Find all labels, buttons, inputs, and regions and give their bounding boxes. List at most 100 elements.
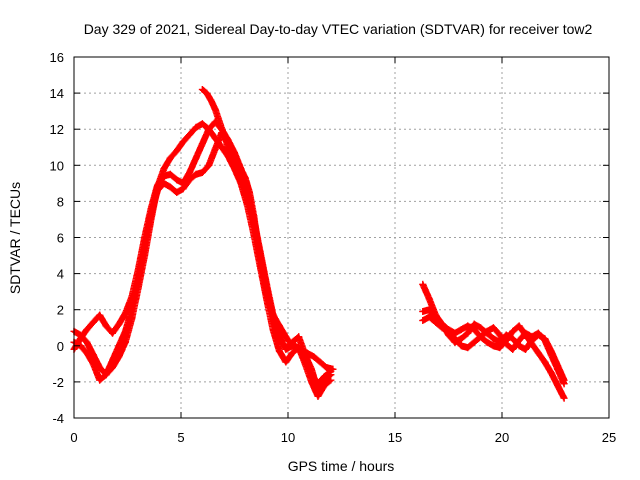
data-point — [89, 318, 97, 326]
data-point — [282, 345, 290, 353]
data-point — [102, 322, 110, 330]
data-point — [186, 176, 194, 184]
y-tick-label: 10 — [50, 158, 64, 173]
data-point — [211, 105, 219, 113]
y-tick-label: 2 — [57, 303, 64, 318]
data-point — [464, 344, 472, 352]
data-point — [160, 165, 168, 173]
data-point — [263, 289, 271, 297]
data-point — [560, 394, 568, 402]
data-point — [147, 210, 155, 218]
data-point — [425, 306, 433, 314]
data-point — [192, 123, 200, 131]
data-point — [541, 358, 549, 366]
data-point — [457, 326, 465, 334]
data-point — [96, 376, 104, 384]
data-point — [457, 335, 465, 343]
data-point — [179, 185, 187, 193]
chart-title: Day 329 of 2021, Sidereal Day-to-day VTE… — [84, 21, 593, 37]
data-point — [534, 349, 542, 357]
data-point — [502, 340, 510, 348]
data-point — [522, 345, 530, 353]
data-point — [241, 174, 249, 182]
data-point — [166, 170, 174, 178]
x-tick-label: 20 — [495, 430, 509, 445]
data-point — [258, 268, 266, 276]
data-point — [489, 324, 497, 332]
data-point — [275, 333, 283, 341]
data-point — [425, 295, 433, 303]
data-point — [464, 329, 472, 337]
data-point — [509, 327, 517, 335]
data-point — [528, 333, 536, 341]
data-point — [329, 365, 337, 373]
data-point — [509, 335, 517, 343]
data-point — [216, 118, 224, 126]
data-point — [160, 172, 168, 180]
data-point — [160, 179, 168, 187]
data-point — [179, 138, 187, 146]
series-trace-3 — [70, 129, 335, 400]
data-point — [288, 349, 296, 357]
data-point — [237, 165, 245, 173]
data-point — [134, 277, 142, 285]
data-point — [231, 165, 238, 173]
y-tick-label: 8 — [57, 194, 64, 209]
data-point — [515, 336, 523, 344]
data-point — [477, 333, 485, 341]
data-point — [207, 96, 215, 104]
y-tick-label: 14 — [50, 86, 64, 101]
data-point — [228, 150, 236, 158]
data-point — [83, 338, 91, 346]
data-point — [141, 243, 149, 251]
data-point — [198, 120, 206, 128]
data-point — [153, 187, 161, 195]
data-point — [205, 161, 213, 169]
data-point — [477, 324, 485, 332]
data-point — [83, 349, 91, 357]
grid — [74, 57, 609, 418]
data-point — [496, 331, 504, 339]
data-point — [457, 342, 465, 350]
data-point — [470, 320, 478, 328]
data-point — [128, 306, 136, 314]
data-point — [489, 335, 497, 343]
data-point — [205, 125, 213, 133]
data-point — [323, 363, 331, 371]
data-point — [295, 333, 303, 341]
data-point — [554, 382, 562, 390]
y-tick-label: 16 — [50, 50, 64, 65]
data-point — [547, 351, 555, 359]
data-point — [166, 154, 174, 162]
data-point — [109, 329, 117, 337]
data-point — [554, 365, 562, 373]
data-point — [173, 147, 181, 155]
x-tick-label: 25 — [602, 430, 616, 445]
data-point — [515, 322, 523, 330]
data-point — [303, 349, 311, 357]
data-point — [502, 331, 510, 339]
data-point — [425, 313, 433, 321]
data-point — [509, 345, 517, 353]
data-point — [224, 143, 232, 151]
data-point — [290, 342, 298, 350]
y-tick-label: -2 — [52, 375, 64, 390]
data-point — [173, 188, 181, 196]
data-point — [218, 143, 226, 151]
data-point — [233, 158, 241, 166]
data-point — [522, 329, 530, 337]
data-point — [245, 188, 253, 196]
x-tick-label: 10 — [281, 430, 295, 445]
data-point — [186, 131, 194, 139]
data-point — [192, 170, 200, 178]
data-point — [470, 338, 478, 346]
data-point — [301, 360, 309, 368]
data-point — [314, 392, 322, 400]
x-tick-label: 0 — [70, 430, 77, 445]
data-point — [284, 336, 292, 344]
data-point — [445, 327, 452, 335]
data-point — [560, 380, 568, 388]
data-point — [419, 280, 427, 288]
data-point — [198, 169, 206, 177]
data-point — [192, 154, 200, 162]
